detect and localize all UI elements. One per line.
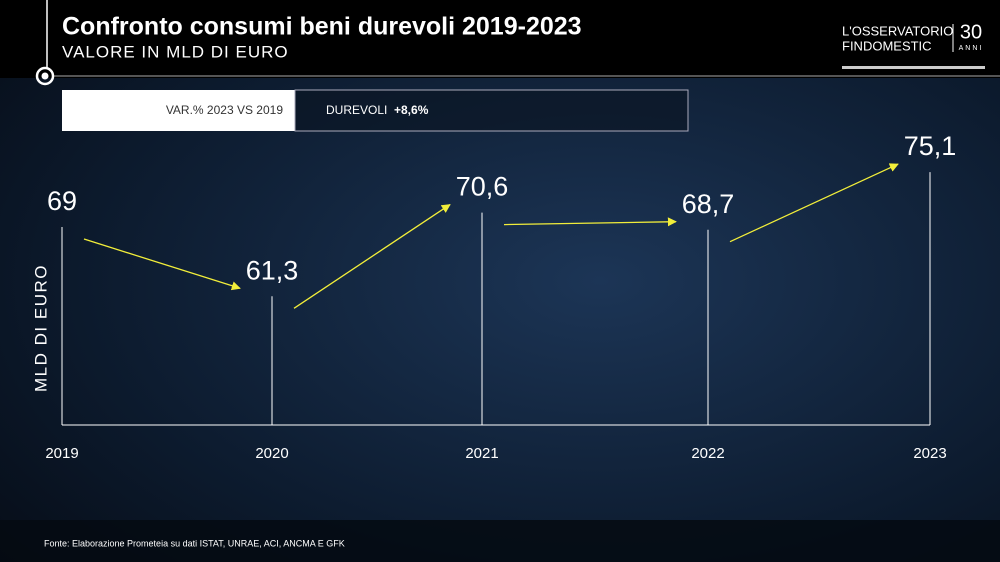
logo-name: L'OSSERVATORIO [842, 23, 953, 38]
trend-arrow [503, 217, 677, 227]
header-dot-inner [41, 72, 49, 80]
header-dot [35, 66, 55, 86]
title: Confronto consumi beni durevoli 2019-202… [62, 13, 582, 41]
source: Fonte: Elaborazione Prometeia su dati IS… [44, 538, 345, 548]
info-change: +8,6% [394, 103, 429, 117]
logo-years: 30 [960, 21, 982, 43]
info-label: VAR.% 2023 VS 2019 [166, 103, 284, 117]
info-box-right [294, 89, 689, 132]
x-tick-label: 2019 [45, 445, 78, 462]
trend-arrow [729, 163, 899, 243]
logo-bar [842, 66, 985, 69]
value-label: 61,3 [246, 255, 299, 285]
header-band [0, 0, 1000, 78]
logo-brand: FINDOMESTIC [842, 38, 932, 53]
plot: 69 2019 61,3 2020 70,6 2021 68,7 2022 75,1 2023 [45, 131, 956, 462]
value-label: 68,7 [682, 189, 735, 219]
x-tick-label: 2023 [913, 445, 946, 462]
x-tick-label: 2020 [255, 445, 288, 462]
value-label: 69 [47, 186, 77, 216]
subtitle: VALORE IN MLD DI EURO [62, 42, 289, 61]
x-tick-label: 2022 [691, 445, 724, 462]
value-label: 75,1 [904, 131, 957, 161]
value-label: 70,6 [456, 172, 509, 202]
info-box-left [62, 90, 295, 131]
x-tick-label: 2021 [465, 445, 498, 462]
info-category: DUREVOLI [326, 103, 387, 117]
logo-years-label: ANNI [959, 45, 984, 52]
y-axis-label: MLD DI EURO [31, 264, 50, 392]
footer-band [0, 520, 1000, 562]
trend-arrow [83, 238, 241, 291]
trend-arrow [293, 204, 451, 309]
